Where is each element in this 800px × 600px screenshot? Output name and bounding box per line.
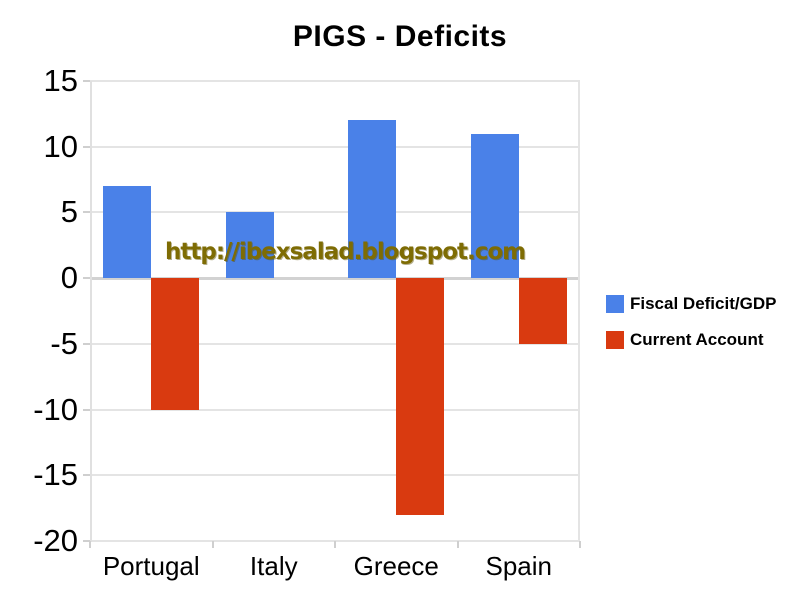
x-tick-mark xyxy=(456,541,459,548)
x-category-label-portugal: Portugal xyxy=(102,551,200,581)
y-tick-mark xyxy=(83,540,90,542)
y-axis-line xyxy=(90,81,92,542)
legend-item-current-account: Current Account xyxy=(606,330,776,350)
y-tick-label-15: 15 xyxy=(43,63,78,98)
zero-line xyxy=(90,276,580,280)
x-category-label-spain: Spain xyxy=(485,551,553,581)
gridline-y-15 xyxy=(90,80,580,82)
legend-item-fiscal-deficit: Fiscal Deficit/GDP xyxy=(606,294,776,314)
x-tick-mark xyxy=(579,541,581,548)
bar-portugal-current-account xyxy=(151,278,200,410)
legend-label: Current Account xyxy=(630,330,764,349)
y-tick-label-0: 0 xyxy=(60,260,78,296)
y-tick-label--10: -10 xyxy=(33,391,78,427)
legend-swatch xyxy=(606,295,624,313)
y-tick-label--15: -15 xyxy=(33,457,78,493)
bar-spain-current-account xyxy=(518,278,567,344)
y-tick-mark xyxy=(83,277,90,280)
y-tick-mark xyxy=(83,474,90,477)
y-tick-label--20: -20 xyxy=(33,523,78,558)
y-tick-mark xyxy=(83,211,90,214)
y-tick-mark xyxy=(83,145,90,148)
bar-portugal-fiscal-deficit xyxy=(103,186,152,279)
gridline-y-10 xyxy=(90,145,580,148)
y-tick-label--5: -5 xyxy=(50,325,78,361)
legend: Fiscal Deficit/GDP Current Account xyxy=(606,294,776,366)
y-tick-mark xyxy=(83,408,90,411)
chart-title: PIGS - Deficits xyxy=(292,20,508,53)
bar-spain-fiscal-deficit xyxy=(470,133,519,279)
gridline-y-5 xyxy=(90,211,580,214)
bar-greece-fiscal-deficit xyxy=(348,120,397,279)
y-tick-mark xyxy=(83,342,90,345)
gridline-y--10 xyxy=(90,408,580,411)
plot-right-border xyxy=(578,81,580,542)
x-tick-mark xyxy=(334,541,336,548)
gridline-y--5 xyxy=(90,342,580,345)
y-tick-label-10: 10 xyxy=(43,128,78,164)
y-tick-mark xyxy=(83,80,90,82)
gridline-y--15 xyxy=(90,474,580,477)
bar-italy-fiscal-deficit xyxy=(225,212,274,279)
x-category-label-italy: Italy xyxy=(249,551,298,581)
bar-greece-current-account xyxy=(396,278,445,515)
plot-area xyxy=(90,80,580,542)
watermark-url: http://ibexsalad.blogspot.com xyxy=(165,239,526,265)
legend-label: Fiscal Deficit/GDP xyxy=(630,294,777,313)
x-tick-mark xyxy=(211,541,214,548)
legend-swatch xyxy=(606,331,624,349)
x-category-label-greece: Greece xyxy=(353,551,439,581)
x-tick-mark xyxy=(89,541,91,548)
y-tick-label-5: 5 xyxy=(60,194,78,230)
